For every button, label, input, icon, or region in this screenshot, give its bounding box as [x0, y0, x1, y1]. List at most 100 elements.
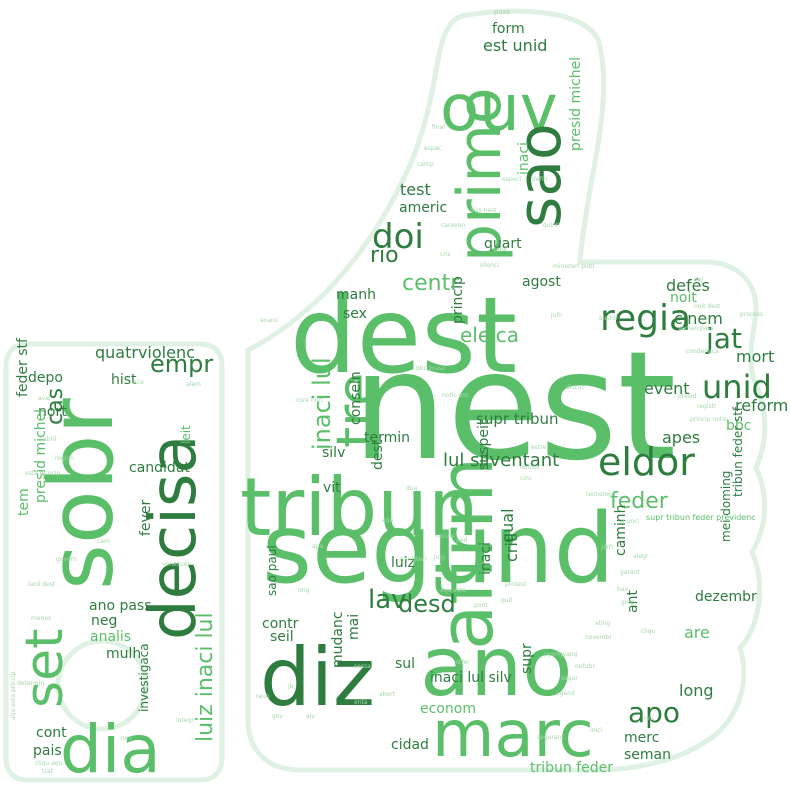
word-anunci: anunci: [619, 518, 639, 525]
word-candidat: candidat: [129, 460, 190, 476]
word-dest: dest: [370, 439, 386, 470]
word-segund: segund: [262, 493, 615, 605]
word-feder-stf: feder stf: [15, 337, 31, 397]
word-ating: ating: [595, 620, 610, 627]
word-investigaca: investigaca: [137, 643, 151, 712]
word-gov: gov: [272, 713, 283, 720]
word-presid-michel: presid michel: [568, 57, 584, 151]
thumb-outline: [245, 8, 768, 773]
word-qual: qual: [498, 508, 517, 543]
word-inaci-lul: inaci lul: [308, 357, 336, 450]
word-contr: contr: [262, 616, 299, 632]
word-ant: ant: [625, 590, 641, 613]
word-lav: lav: [368, 585, 407, 615]
word-cris: cris: [440, 251, 451, 258]
word-tard-dest: tard dest: [28, 581, 56, 588]
word-notic-voc: notic voc: [442, 392, 469, 399]
word-cont: cont: [36, 725, 67, 741]
word-abert: abert: [379, 691, 396, 698]
word-cinc: cinc: [520, 475, 532, 482]
word-mudanc: mudanc: [330, 611, 346, 668]
word-entrev: entrev: [520, 464, 540, 471]
word-seguranc: seguranc: [537, 734, 565, 741]
word-segur: segur: [561, 675, 578, 682]
word-difer: difer: [456, 659, 470, 666]
word-econom: econom: [420, 701, 476, 717]
word-mort: mort: [736, 347, 774, 366]
word-supr: supr: [519, 643, 535, 674]
word-nov: nov: [121, 735, 132, 742]
word-long: long: [679, 681, 714, 700]
word-quart: quart: [484, 236, 522, 252]
word-pont: pont: [474, 602, 488, 609]
word-reu: reu: [644, 715, 654, 722]
word-cidad: cidad: [391, 737, 429, 753]
word-abril: abril: [43, 436, 57, 443]
word-apo: apo: [628, 696, 680, 729]
word-noit-dest: noit dest: [694, 303, 721, 310]
word-grup: grup: [621, 599, 635, 606]
word-diz: diz: [260, 631, 375, 724]
word-process: process: [740, 311, 763, 318]
word-sex: sex: [343, 306, 367, 322]
word-primo: primo: [445, 87, 515, 262]
word-ano-pass: ano pass: [89, 598, 152, 614]
word-desd: desd: [398, 590, 456, 618]
word-test: test: [400, 180, 431, 199]
word-eleitor: eleitor: [599, 315, 619, 322]
word-tecnolog: tecnolog: [586, 491, 612, 498]
word-americ: americ: [399, 200, 447, 216]
word-discut: discut: [566, 384, 585, 391]
word-novembr: novembr: [585, 634, 612, 641]
word-camp: camp: [417, 161, 434, 168]
word-outubr: outubr: [575, 663, 595, 670]
word-hist: hist: [111, 372, 137, 388]
word-jan: jan: [600, 542, 613, 551]
word-def-s: defês: [666, 276, 710, 295]
word-garant: garant: [620, 569, 640, 576]
word-aqu-esta-princip: aqu esta princip: [10, 671, 17, 720]
word-presid-michel: presid michel: [33, 409, 49, 503]
word-inici: inici: [590, 727, 602, 734]
word-marc: marc: [432, 698, 594, 772]
word-condenaca: condenaca: [686, 348, 719, 355]
word-caminh: caminh: [613, 504, 629, 556]
word-mulh: mulh: [106, 646, 141, 662]
word-determin: determin: [17, 680, 44, 687]
word-especi: especi: [502, 176, 522, 183]
word-leit: leit: [179, 425, 193, 444]
word-est-unid: est unid: [483, 36, 547, 55]
word-reun: reun: [256, 693, 270, 700]
cuff-button-circle: [55, 638, 149, 732]
word-sao: sao: [505, 123, 575, 228]
word-mei-doming: mei doming: [719, 471, 733, 542]
word-alegr: alegr: [633, 553, 649, 560]
word-paul: paul: [494, 246, 507, 253]
word-defin: defin: [532, 176, 547, 183]
word-agend: agend: [556, 690, 575, 697]
word-sul: sul: [395, 656, 415, 672]
word-dezembr: dezembr: [695, 589, 757, 605]
word-espac: espac: [424, 145, 442, 152]
word-sao-paul: sao paul: [265, 545, 279, 596]
word-inaci: inaci: [516, 142, 532, 175]
word-princip: princip: [450, 276, 466, 324]
word-cliqu: cliqu: [641, 628, 655, 635]
word-apes: apes: [662, 428, 700, 447]
word-protest: protest: [505, 581, 527, 588]
word-cas: cas: [43, 388, 68, 425]
word-menos: menos: [31, 615, 51, 622]
word-quit: quit: [501, 597, 513, 604]
word-enta: enta: [354, 699, 368, 706]
word-cliqu-aqu: cliqu aqu: [35, 760, 63, 767]
word-alem: alem: [186, 381, 201, 388]
word-venezuel: venezuel: [162, 561, 189, 568]
word-merc: merc: [624, 730, 659, 746]
word-unid: unid: [702, 368, 772, 406]
word-diss-nest: diss nest: [470, 207, 497, 214]
word-princip-notic: princip notic: [690, 416, 727, 423]
word-decisa: decisa: [137, 434, 211, 640]
word-cam: cam: [97, 538, 110, 545]
word-ministeri: ministeri: [400, 556, 427, 563]
